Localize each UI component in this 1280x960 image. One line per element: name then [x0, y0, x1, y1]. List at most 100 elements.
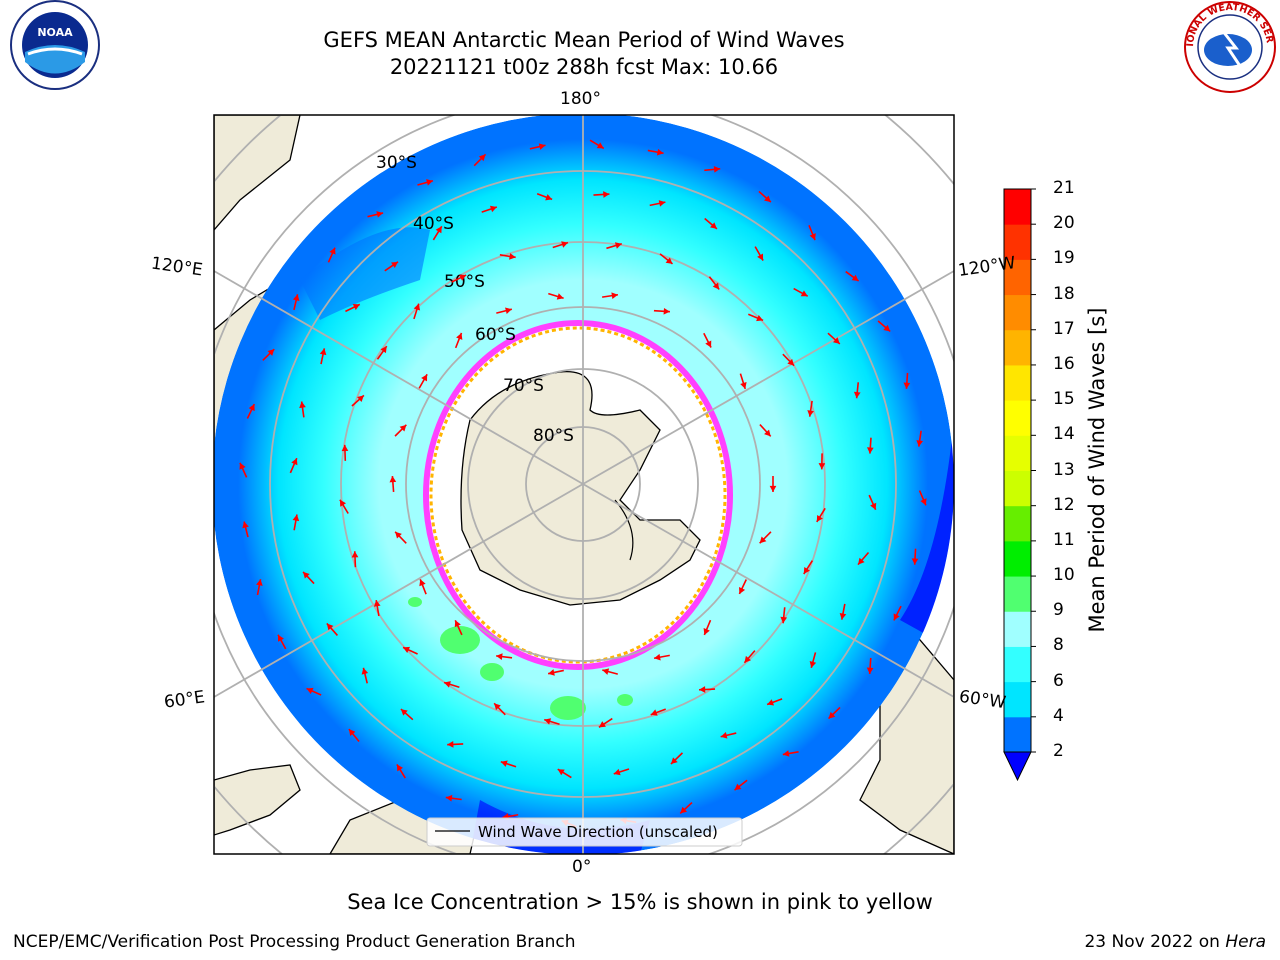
wave-direction-arrowhead: [603, 191, 610, 198]
wave-direction-arrowhead: [800, 290, 808, 297]
wave-direction-arrowhead: [292, 294, 300, 302]
wave-direction-arrowhead: [376, 211, 384, 218]
wave-direction-arrowhead: [373, 600, 381, 607]
wave-direction-arrowhead: [299, 401, 306, 409]
wave-direction-arrowhead: [818, 463, 826, 470]
wave-direction-arrowhead: [699, 686, 706, 693]
wave-direction-arrowhead: [544, 718, 552, 725]
colorbar-tick-label: 12: [1053, 494, 1075, 515]
footer-date: 23 Nov 2022 on Hera: [1084, 932, 1266, 952]
graticule: [214, 115, 954, 854]
wave-direction-arrowhead: [341, 444, 349, 452]
wave-direction-arrowhead: [291, 458, 298, 466]
wave-direction-arrowhead: [916, 440, 924, 447]
wave-direction-arrowhead: [920, 498, 927, 506]
svg-text:NATIONAL WEATHER SERVICE: NATIONAL WEATHER SERVICE: [0, 0, 1275, 47]
wave-direction-arrowhead: [665, 257, 673, 264]
wave-direction-arrowhead: [744, 655, 751, 663]
wave-direction-arrowhead: [267, 349, 275, 356]
colorbar-tick-label: 6: [1053, 670, 1064, 691]
wave-direction-arrowhead: [556, 293, 564, 300]
wave-direction-arrowhead: [809, 661, 817, 668]
wave-direction-arrowhead: [494, 703, 501, 711]
wave-direction-arrowhead: [478, 154, 486, 162]
wave-direction-arrowhead: [352, 304, 360, 311]
wave-direction-arrowhead: [853, 391, 861, 399]
colorbar-segment: [1004, 646, 1031, 683]
wave-direction-arrowhead: [787, 358, 795, 366]
wave-direction-arrowhead: [720, 732, 728, 739]
colorbar-tick-label: 14: [1053, 424, 1075, 445]
wave-direction-arrowhead: [782, 750, 790, 757]
wave-direction-arrowhead: [396, 764, 403, 772]
wave-direction-arrowhead: [656, 148, 664, 156]
map-legend: Wind Wave Direction (unscaled): [426, 817, 743, 847]
colorbar-tick-label: 13: [1053, 459, 1075, 480]
colorbar-segment: [1004, 505, 1031, 542]
colorbar-tick-label: 9: [1053, 600, 1064, 621]
legend-label: Wind Wave Direction (unscaled): [478, 823, 718, 841]
wave-direction-arrowhead: [703, 628, 710, 635]
colorbar-segment: [1004, 400, 1031, 436]
colorbar-tick-label: 8: [1053, 635, 1064, 656]
wave-direction-arrowhead: [866, 447, 874, 454]
colorbar-segment: [1004, 259, 1031, 296]
wave-direction-arrowhead: [767, 699, 775, 706]
wave-direction-arrowhead: [500, 760, 508, 767]
wave-direction-arrowhead: [538, 143, 546, 150]
wave-direction-arrowhead: [389, 476, 397, 483]
wave-direction-arrowhead: [650, 709, 658, 716]
wave-direction-arrowhead: [357, 395, 364, 402]
lon-label-180: 180°: [560, 89, 601, 109]
wave-direction-arrowhead: [351, 551, 359, 558]
wind-wave-arrows: [239, 139, 927, 828]
colorbar-segment: [1004, 470, 1031, 507]
wave-direction-arrowhead: [764, 429, 771, 437]
wave-direction-arrowhead: [419, 579, 426, 587]
wave-direction-arrowhead: [654, 653, 661, 661]
colorbar-tick-label: 10: [1053, 565, 1075, 586]
wave-direction-arrowhead: [851, 274, 859, 282]
wave-direction-arrowhead: [348, 729, 356, 736]
colorbar-tick-label: 18: [1053, 283, 1075, 304]
wave-direction-arrowhead: [400, 709, 408, 716]
wave-direction-arrowhead: [611, 292, 618, 299]
wave-direction-arrowhead: [670, 757, 678, 765]
colorbar-tick-label: 19: [1053, 248, 1075, 269]
colorbar-tick-label: 21: [1053, 178, 1075, 198]
colorbar-segment: [1004, 224, 1031, 260]
wave-direction-arrowhead: [839, 612, 847, 620]
wave-direction-arrowhead: [403, 646, 411, 653]
wave-direction-arrowhead: [278, 634, 284, 642]
wave-direction-arrowhead: [803, 567, 810, 575]
lat-label-60s: 60°S: [475, 325, 516, 345]
chart-title: GEFS MEAN Antarctic Mean Period of Wind …: [323, 28, 845, 52]
wave-direction-arrowhead: [816, 514, 823, 522]
colorbar-segment: [1004, 540, 1031, 577]
colorbar-tick-label: 4: [1053, 705, 1064, 726]
wave-direction-arrowhead: [561, 241, 569, 248]
wave-direction-arrowhead: [489, 205, 497, 213]
lat-label-80s: 80°S: [533, 426, 574, 446]
wave-direction-arrowhead: [807, 410, 814, 417]
wave-direction-arrowhead: [658, 200, 666, 207]
wave-direction-arrowhead: [710, 222, 717, 229]
wave-direction-arrowhead: [780, 616, 788, 624]
wave-direction-arrowhead: [614, 242, 622, 249]
chart-subtitle: 20221121 t00z 288h fcst Max: 10.66: [389, 55, 779, 79]
wave-direction-arrowhead: [705, 340, 712, 348]
colorbar-segment: [1004, 611, 1031, 647]
wave-direction-arrowhead: [596, 142, 604, 149]
antarctica: [460, 371, 701, 606]
wave-direction-arrowhead: [613, 768, 621, 776]
wave-direction-arrowhead: [292, 514, 300, 522]
wave-direction-arrowhead: [326, 623, 334, 631]
noaa-logo: NOAA: [10, 0, 100, 90]
wave-direction-arrowhead: [883, 324, 891, 332]
wave-direction-arrowhead: [893, 613, 900, 621]
wave-direction-arrowhead: [456, 332, 463, 340]
wave-direction-arrowhead: [712, 282, 720, 290]
wave-direction-arrowhead: [509, 253, 516, 260]
nws-logo: NATIONAL WEATHER SERVICE: [0, 0, 1276, 93]
wave-direction-arrowhead: [329, 247, 336, 255]
